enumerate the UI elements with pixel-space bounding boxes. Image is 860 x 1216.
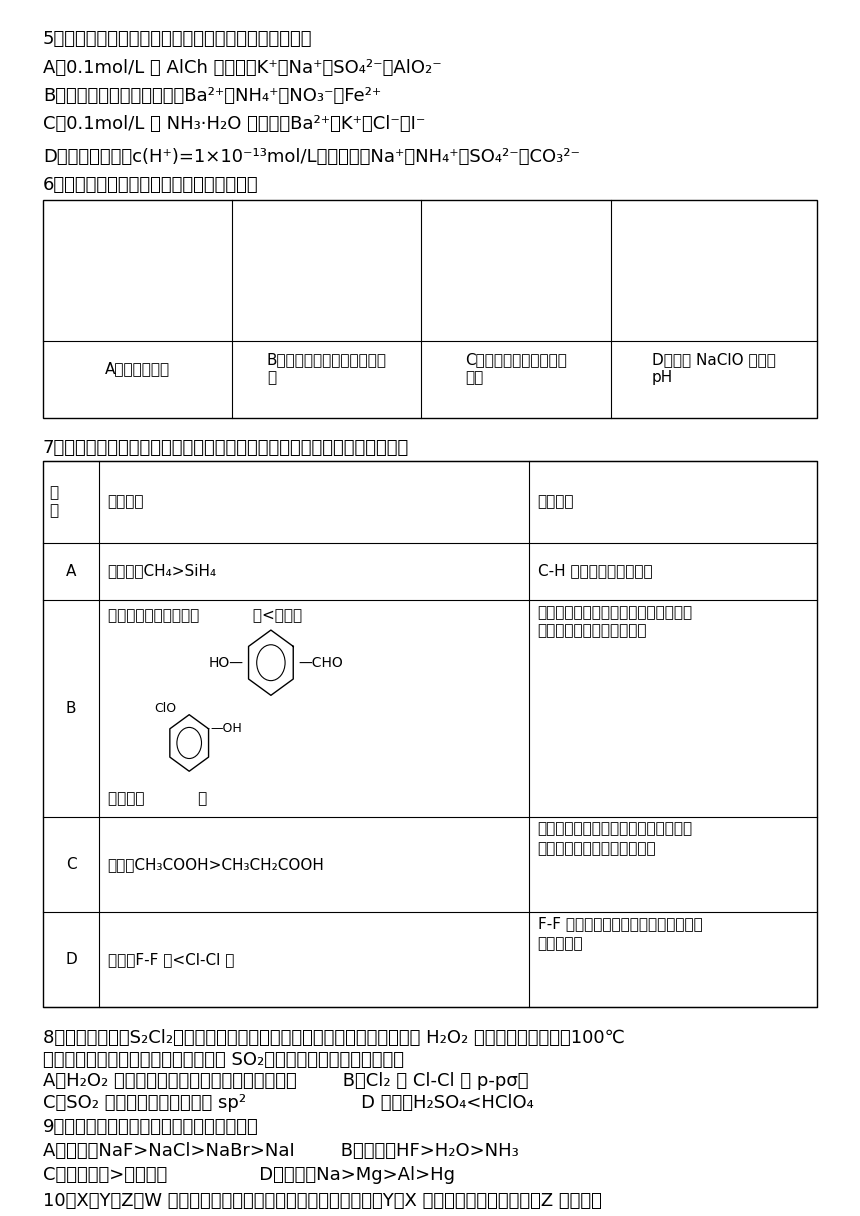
Text: C．SO₂ 中硫原子的杂化方式为 sp²                    D 酸性：H₂SO₄<HClO₄: C．SO₂ 中硫原子的杂化方式为 sp² D 酸性：H₂SO₄<HClO₄: [43, 1094, 534, 1113]
Text: —CHO: —CHO: [298, 655, 343, 670]
Text: B．探究压强对平衡移动的影
响: B．探究压强对平衡移动的影 响: [267, 353, 387, 385]
Text: 物质性质: 物质性质: [108, 495, 144, 510]
Text: 9．下列晶体性质的比较中正确的有（　　）: 9．下列晶体性质的比较中正确的有（ ）: [43, 1118, 259, 1136]
Text: 5．常温下，下列各组离子一定能大量共存的是（　　）: 5．常温下，下列各组离子一定能大量共存的是（ ）: [43, 30, 312, 49]
Text: —OH: —OH: [211, 722, 242, 736]
Text: A．熳点：NaF>NaCl>NaBr>NaI        B．沸点：HF>H₂O>NH₃: A．熳点：NaF>NaCl>NaBr>NaI B．沸点：HF>H₂O>NH₃: [43, 1142, 519, 1160]
Text: F-F 的键长短，原子核距离近，同种电: F-F 的键长短，原子核距离近，同种电: [538, 917, 703, 931]
Text: C．0.1mol/L 的 NH₃·H₂O 溶液中：Ba²⁺、K⁺、Cl⁻、I⁻: C．0.1mol/L 的 NH₃·H₂O 溶液中：Ba²⁺、K⁺、Cl⁻、I⁻: [43, 116, 426, 134]
Text: 时分解为相应单质，与氯气反应能生成 SO₂。下列说法错误的是（　　）: 时分解为相应单质，与氯气反应能生成 SO₂。下列说法错误的是（ ）: [43, 1051, 404, 1069]
Text: B．使甲基橙变红的溶液中：Ba²⁺、NH₄⁺、NO₃⁻、Fe²⁺: B．使甲基橙变红的溶液中：Ba²⁺、NH₄⁺、NO₃⁻、Fe²⁺: [43, 88, 381, 105]
Text: 结构解释: 结构解释: [538, 495, 574, 510]
Text: 稳定性：CH₄>SiH₄: 稳定性：CH₄>SiH₄: [108, 563, 217, 579]
Text: 基苯甲醉形成了分子内氢键: 基苯甲醉形成了分子内氢键: [538, 624, 647, 638]
Text: 8．二氯化二硫（S₂Cl₂）可用于橡胶的低温硫化剂和黏接剂。其分子结构与 H₂O₂ 相似，室温下稳定，100℃: 8．二氯化二硫（S₂Cl₂）可用于橡胶的低温硫化剂和黏接剂。其分子结构与 H₂O…: [43, 1029, 625, 1047]
Text: HO—: HO—: [208, 655, 243, 670]
Text: A．测定中和热: A．测定中和热: [105, 361, 170, 376]
Text: B: B: [65, 700, 77, 716]
Text: A．0.1mol/L 的 AlCh 溶液中：K⁺、Na⁺、SO₄²⁻、AlO₂⁻: A．0.1mol/L 的 AlCh 溶液中：K⁺、Na⁺、SO₄²⁻、AlO₂⁻: [43, 58, 442, 77]
Text: 荷排斥力强: 荷排斥力强: [538, 936, 583, 951]
Text: 对羟基苯甲醉形成了分子间氢键，邻羟: 对羟基苯甲醉形成了分子间氢键，邻羟: [538, 606, 692, 620]
Text: 6．下列实验方案不能达到目的的是（　　）: 6．下列实验方案不能达到目的的是（ ）: [43, 176, 259, 195]
Text: 烷基越长推电子效应越大，使罧基中羟: 烷基越长推电子效应越大，使罧基中羟: [538, 821, 692, 837]
Text: 永点：对羟基苯甲醉（           ）<邻羟基: 永点：对羟基苯甲醉（ ）<邻羟基: [108, 608, 302, 624]
Text: C-H 键长更短，键能更大: C-H 键长更短，键能更大: [538, 563, 652, 579]
Text: D．由水电离出的c(H⁺)=1×10⁻¹³mol/L的溶液中：Na⁺、NH₄⁺、SO₄²⁻、CO₃²⁻: D．由水电离出的c(H⁺)=1×10⁻¹³mol/L的溶液中：Na⁺、NH₄⁺、…: [43, 148, 580, 165]
Text: D: D: [65, 952, 77, 967]
Text: A．H₂O₂ 是含有极性键和非极性键的非极性分子        B．Cl₂ 中 Cl-Cl 是 p-pσ键: A．H₂O₂ 是含有极性键和非极性键的非极性分子 B．Cl₂ 中 Cl-Cl 是…: [43, 1073, 529, 1091]
Text: 基的极性越小，罧酸酸性越弱: 基的极性越小，罧酸酸性越弱: [538, 840, 656, 856]
Text: 苯甲醉（           ）: 苯甲醉（ ）: [108, 792, 206, 806]
Text: D．测定 NaClO 溶液的
pH: D．测定 NaClO 溶液的 pH: [652, 353, 776, 385]
Text: 10．X、Y、Z、W 为四种原子序数依次增大的短周期主族元素，Y、X 可形成平面三角形分子，Z 元素原子: 10．X、Y、Z、W 为四种原子序数依次增大的短周期主族元素，Y、X 可形成平面…: [43, 1192, 602, 1210]
Text: 键能：F-F 键<Cl-Cl 键: 键能：F-F 键<Cl-Cl 键: [108, 952, 234, 967]
Text: 选
项: 选 项: [49, 485, 58, 518]
Text: C．排出碗式滴定管中的
气泡: C．排出碗式滴定管中的 气泡: [465, 353, 567, 385]
Text: 7．物质结构决定物质性质。下列物质性质描述与结构解释错误的是（　　）: 7．物质结构决定物质性质。下列物质性质描述与结构解释错误的是（ ）: [43, 439, 409, 457]
Text: C．硬度：冰>二氧化硅                D．熳点：Na>Mg>Al>Hg: C．硬度：冰>二氧化硅 D．熳点：Na>Mg>Al>Hg: [43, 1166, 455, 1184]
Text: C: C: [65, 857, 77, 872]
Text: A: A: [65, 563, 77, 579]
Text: 酸性：CH₃COOH>CH₃CH₂COOH: 酸性：CH₃COOH>CH₃CH₂COOH: [108, 857, 324, 872]
Text: ClO: ClO: [154, 702, 176, 715]
